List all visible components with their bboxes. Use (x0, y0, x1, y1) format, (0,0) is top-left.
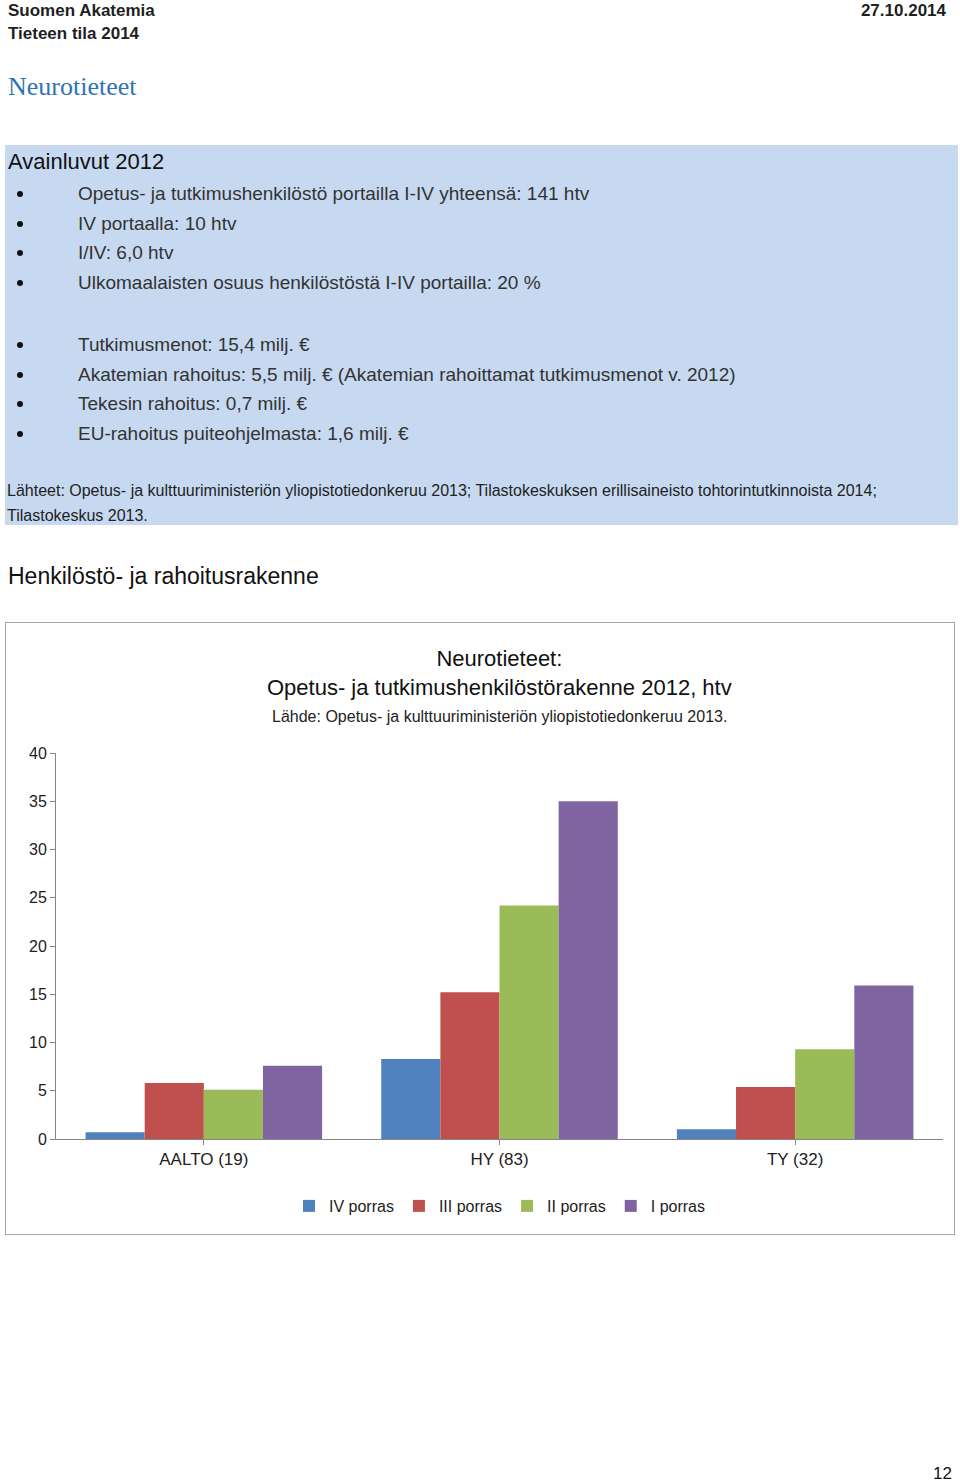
svg-text:III porras: III porras (439, 1198, 502, 1215)
svg-text:15: 15 (29, 986, 47, 1003)
html-text:Neurotieteet: Neurotieteet (8, 72, 137, 101)
svg-text:I porras: I porras (651, 1198, 705, 1215)
html-text:27.10.2014: 27.10.2014 (860, 1, 946, 20)
svg-text:40: 40 (29, 745, 47, 762)
svg-text:TY (32): TY (32) (767, 1150, 823, 1169)
html-text:IV portaalla: 10 htv: IV portaalla: 10 htv (78, 212, 237, 234)
svg-text:5: 5 (38, 1082, 47, 1099)
svg-text:Neurotieteet:Opetus- ja tutkim: Neurotieteet:Opetus- ja tutkimushenkilös… (267, 646, 732, 700)
svg-text:IV porras: IV porras (329, 1198, 394, 1215)
html-text:I/IV: 6,0 htv: I/IV: 6,0 htv (78, 242, 174, 263)
html-text:EU-rahoitus puiteohjelmasta: 1: EU-rahoitus puiteohjelmasta: 1,6 milj. € (78, 422, 409, 444)
svg-text:HY (83): HY (83) (470, 1150, 528, 1169)
svg-text:AALTO (19): AALTO (19) (159, 1150, 248, 1169)
svg-text:30: 30 (29, 841, 47, 858)
html-text:Tutkimusmenot: 15,4 milj. €: Tutkimusmenot: 15,4 milj. € (78, 334, 310, 355)
svg-text:25: 25 (29, 889, 47, 906)
html-text:Suomen Akatemia: Suomen Akatemia (8, 1, 155, 20)
html-text:Tieteen tila 2014: Tieteen tila 2014 (8, 24, 139, 43)
svg-text:Lähde: Opetus- ja kulttuurimin: Lähde: Opetus- ja kulttuuriministeriön y… (272, 708, 727, 725)
svg-text:10: 10 (29, 1034, 47, 1051)
html-text:Opetus- ja tutkimushenkilöstö: Opetus- ja tutkimushenkilöstö portailla … (78, 183, 590, 204)
html-text:Henkilöstö- ja rahoitusrakenne: Henkilöstö- ja rahoitusrakenne (8, 563, 319, 589)
html-text:Avainluvut 2012: Avainluvut 2012 (8, 149, 165, 174)
svg-text:20: 20 (29, 938, 47, 955)
html-text:Tekesin rahoitus: 0,7 milj. €: Tekesin rahoitus: 0,7 milj. € (78, 393, 308, 414)
svg-text:35: 35 (29, 793, 47, 810)
svg-text:0: 0 (38, 1131, 47, 1148)
html-text:Ulkomaalaisten osuus henkilöst: Ulkomaalaisten osuus henkilöstöstä I-IV … (78, 271, 541, 293)
html-text:12: 12 (933, 1464, 952, 1483)
svg-text:II porras: II porras (547, 1198, 606, 1215)
html-text:Akatemian rahoitus: 5,5 milj.: Akatemian rahoitus: 5,5 milj. € (Akatemi… (78, 363, 736, 385)
html-text:Lähteet: Opetus- ja kulttuurim: Lähteet: Opetus- ja kulttuuriministeriön… (7, 482, 877, 524)
